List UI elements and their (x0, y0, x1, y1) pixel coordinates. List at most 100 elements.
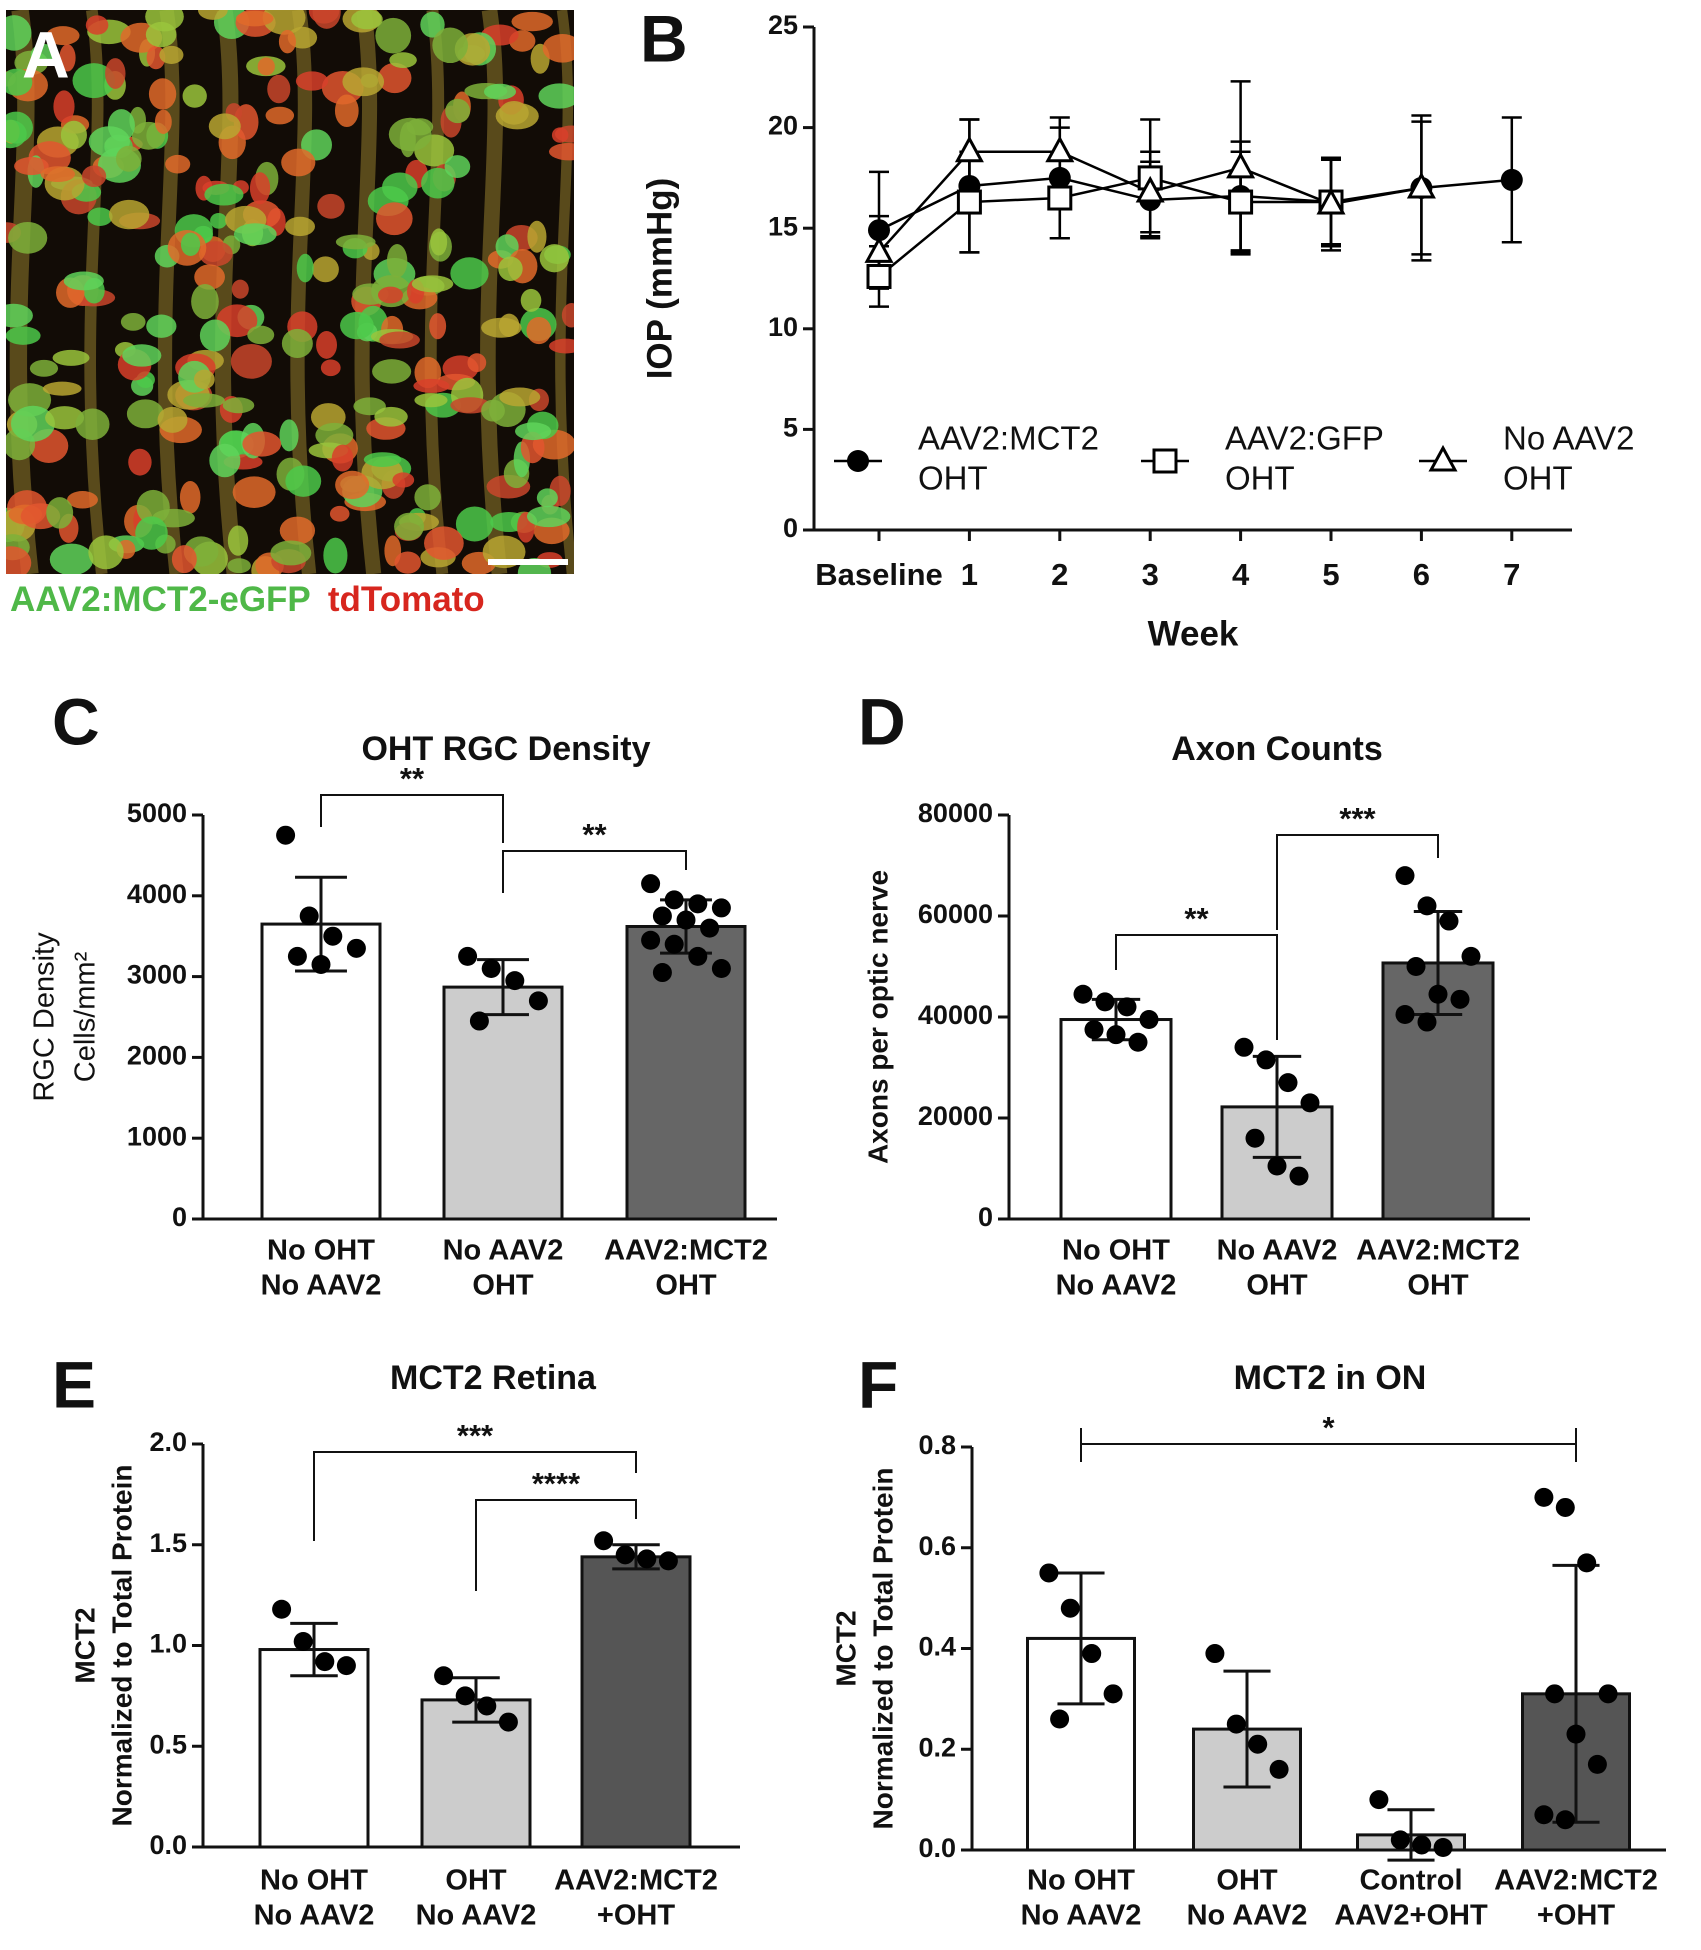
data-point (637, 1549, 657, 1569)
legend-label: AAV2:GFP (1225, 420, 1384, 457)
cell (430, 228, 448, 256)
cell (374, 406, 408, 427)
cell (548, 338, 574, 354)
x-tick-label: OHT (655, 1270, 717, 1302)
cell (235, 10, 274, 27)
cell (538, 83, 574, 109)
x-tick-label: AAV2+OHT (1334, 1900, 1488, 1932)
cell (352, 283, 389, 305)
x-tick-label: No AAV2 (416, 1900, 537, 1932)
cell (262, 10, 306, 35)
cell (6, 326, 41, 345)
data-point (652, 906, 672, 926)
panel-letter: D (858, 684, 906, 758)
cell (182, 84, 207, 108)
cell (29, 359, 59, 377)
cell (120, 312, 146, 331)
data-point (498, 1712, 518, 1732)
x-tick-label: AAV2:MCT2 (554, 1865, 718, 1897)
cell (551, 127, 569, 143)
cell (247, 325, 275, 345)
cell (450, 397, 491, 414)
x-tick-label: No OHT (267, 1235, 375, 1267)
cell (75, 408, 110, 440)
x-tick-label: OHT (472, 1270, 534, 1302)
cell (377, 62, 412, 94)
data-point (652, 963, 672, 983)
data-point (1417, 1012, 1437, 1032)
cell (372, 359, 412, 384)
data-point (1095, 992, 1115, 1012)
y-tick-label: 15 (768, 211, 798, 241)
x-tick-label: No AAV2 (261, 1270, 382, 1302)
data-point (1395, 866, 1415, 886)
data-point (287, 946, 307, 966)
cell (389, 52, 417, 68)
cell (52, 349, 90, 366)
data-point (956, 189, 982, 215)
data-point (299, 906, 319, 926)
data-point (1545, 1684, 1565, 1704)
cell (483, 83, 517, 100)
data-point (276, 825, 296, 845)
cell (227, 525, 249, 556)
cell (392, 472, 415, 488)
cell (180, 232, 201, 256)
y-axis-label: Cells/mm² (70, 951, 102, 1082)
cell (378, 286, 403, 304)
data-point (1598, 1684, 1618, 1704)
cell (198, 241, 233, 267)
cell (108, 199, 150, 230)
data-point (1226, 151, 1256, 179)
x-tick-label: OHT (1216, 1865, 1278, 1897)
data-point (1417, 896, 1437, 916)
x-tick-label: OHT (1246, 1270, 1308, 1302)
data-point (1117, 997, 1137, 1017)
cell (67, 491, 98, 509)
bar (258, 1648, 370, 1849)
x-tick-label: AAV2:MCT2 (1494, 1865, 1658, 1897)
x-axis-label: Week (1148, 614, 1239, 653)
y-axis-label: RGC Density (29, 932, 61, 1102)
x-tick-label: 2 (1051, 557, 1068, 592)
cell (10, 405, 55, 442)
data-point (458, 946, 478, 966)
bar (442, 985, 564, 1221)
data-point (1461, 946, 1481, 966)
cell (413, 378, 450, 393)
cell (265, 106, 295, 125)
cell (126, 399, 164, 429)
data-point (1073, 984, 1093, 1004)
cell (511, 11, 553, 32)
significance-label: ** (582, 817, 607, 852)
data-point (434, 1666, 454, 1686)
cell (386, 244, 408, 278)
y-tick-label: 0 (783, 513, 798, 543)
data-point (658, 1551, 678, 1571)
cell (159, 45, 184, 64)
cell (363, 452, 402, 467)
y-tick-label: 1.0 (149, 1629, 187, 1659)
significance-label: * (1322, 1410, 1335, 1445)
data-point (1450, 989, 1470, 1009)
cell (249, 172, 271, 205)
data-point (711, 959, 731, 979)
caption-red: tdTomato (328, 580, 485, 619)
data-point (1300, 1093, 1320, 1113)
cell (193, 369, 215, 390)
x-tick-label: No AAV2 (443, 1235, 564, 1267)
data-point (1060, 1598, 1080, 1618)
cell (334, 94, 359, 128)
data-point (866, 263, 892, 289)
chart-title: MCT2 in ON (1234, 1359, 1427, 1397)
cell (197, 10, 228, 20)
cell (421, 167, 455, 199)
cell (296, 253, 314, 283)
cell (233, 223, 277, 246)
x-tick-label: No AAV2 (1217, 1235, 1338, 1267)
cell (227, 558, 251, 574)
legend-label: AAV2:MCT2 (918, 420, 1099, 457)
cell (499, 100, 529, 125)
cell (208, 113, 241, 140)
